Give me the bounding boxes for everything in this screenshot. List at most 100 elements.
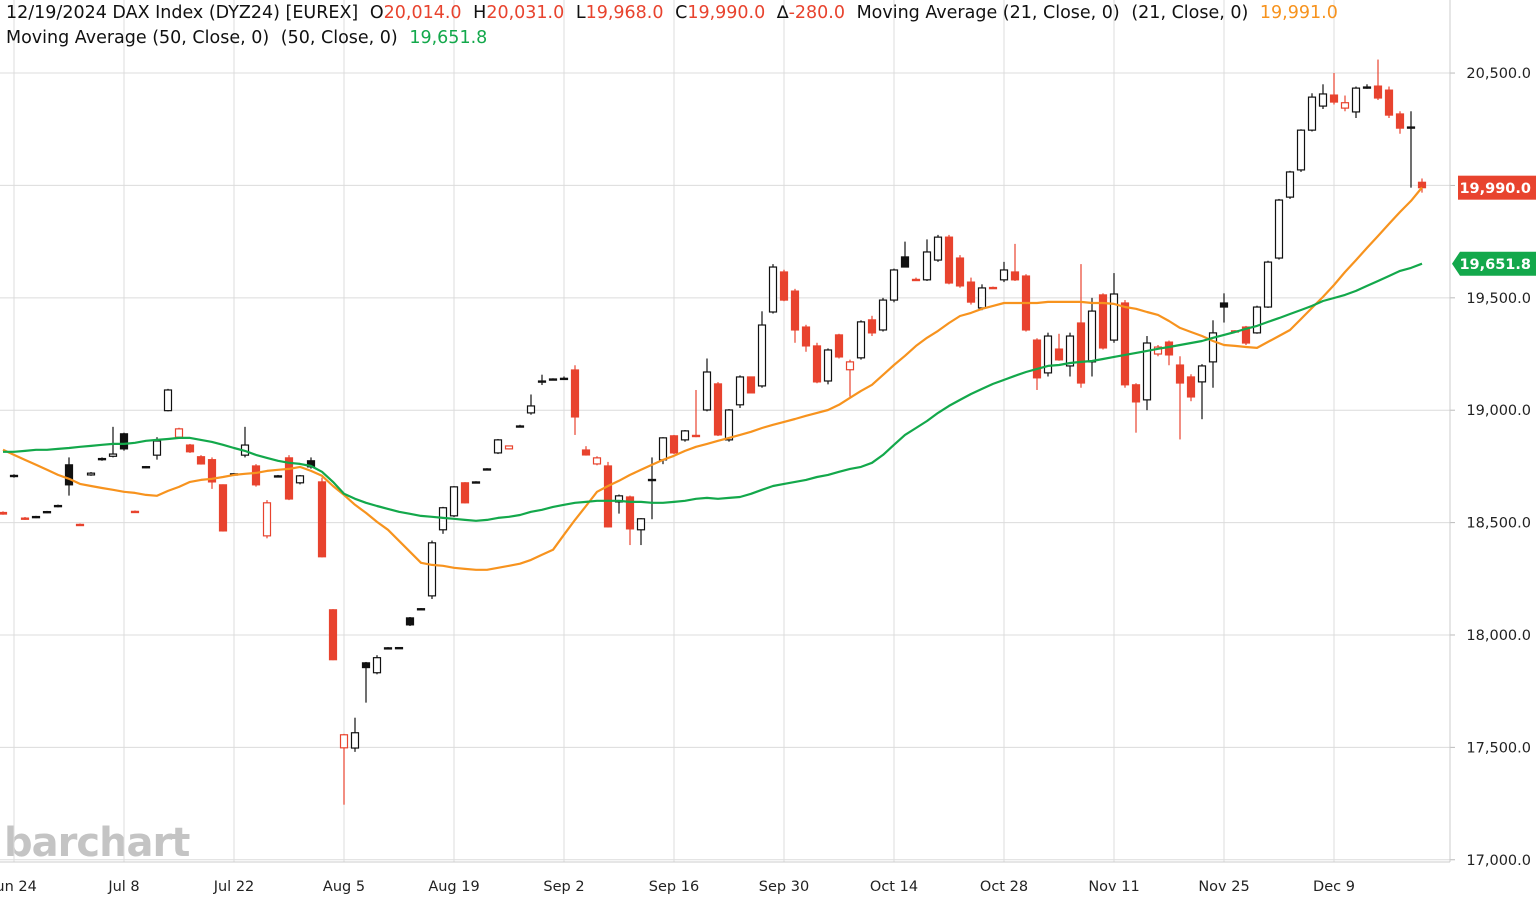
candle-body <box>515 425 525 428</box>
candle-body <box>647 478 657 482</box>
candle-body <box>1208 332 1218 363</box>
candle-body <box>1318 93 1328 107</box>
x-tick-label: Oct 14 <box>870 879 918 895</box>
candle-body <box>1362 86 1372 89</box>
x-tick-label: Nov 11 <box>1088 879 1139 895</box>
candle-body <box>141 466 151 469</box>
candle-body <box>1120 302 1130 386</box>
candle-body <box>988 286 998 290</box>
legend-params: (50, Close, 0) <box>280 28 398 48</box>
candle-body <box>625 496 635 530</box>
candle-body <box>856 321 866 359</box>
candle-body <box>1076 322 1086 384</box>
candle-body <box>1175 364 1185 384</box>
candle-body <box>724 409 734 441</box>
candle-body <box>691 434 701 438</box>
candle-body <box>361 662 371 669</box>
candle-body <box>592 457 602 465</box>
candle-body <box>460 482 470 504</box>
candle-body <box>273 475 283 478</box>
candle-body <box>1296 129 1306 171</box>
candle-body <box>1197 365 1207 383</box>
y-tick-label: 18,000.0 <box>1466 628 1531 644</box>
quote-label: ∆ <box>776 3 789 23</box>
candle-body <box>779 271 789 301</box>
candle-body <box>823 349 833 382</box>
candle-body <box>482 468 492 471</box>
candle-body <box>1384 89 1394 116</box>
candle-body <box>1285 171 1295 198</box>
candle-body <box>1142 342 1152 401</box>
candle-body <box>339 734 349 749</box>
candle-body <box>977 287 987 309</box>
candle-body <box>20 517 30 520</box>
x-tick-label: Jul 22 <box>213 879 255 895</box>
header-line-2: Moving Average (50, Close, 0) (50, Close… <box>6 28 487 48</box>
quote-label: C <box>675 3 688 23</box>
candle-body <box>185 444 195 453</box>
candle-body <box>97 457 107 461</box>
candle-body <box>757 324 767 387</box>
candle-body <box>636 518 646 531</box>
candle-body <box>1340 102 1350 109</box>
header-line-1: 12/19/2024 DAX Index (DYZ24) [EUREX] O20… <box>6 3 1338 23</box>
candle-body <box>746 376 756 394</box>
last-price-badge-bg <box>1458 175 1536 200</box>
candle-body <box>845 361 855 371</box>
y-tick-label: 17,500.0 <box>1466 740 1531 756</box>
candle-body <box>174 428 184 438</box>
candle-body <box>889 269 899 301</box>
x-tick-label: Nov 25 <box>1198 879 1249 895</box>
candle-body <box>1032 339 1042 379</box>
candle-body <box>1263 261 1273 308</box>
candle-body <box>878 299 888 331</box>
candle-body <box>1373 85 1383 99</box>
legend-value: 19,651.8 <box>409 28 488 48</box>
x-tick-label: Jul 8 <box>107 879 139 895</box>
candle-body <box>119 433 129 450</box>
candle-body <box>207 459 217 483</box>
candle-body <box>1131 384 1141 403</box>
candle-body <box>0 511 8 515</box>
candle-body <box>1395 113 1405 129</box>
candle-body <box>1307 96 1317 131</box>
candle-body <box>64 464 74 486</box>
candle-body <box>42 510 52 514</box>
x-tick-label: Aug 19 <box>428 879 479 895</box>
ma-badge: 19,651.8 <box>1459 257 1531 273</box>
ma-badge-bg <box>1452 251 1536 276</box>
candle-body <box>1274 199 1284 259</box>
quote-label: L <box>575 3 586 23</box>
candle-body <box>108 453 118 457</box>
last-price-badge: 19,990.0 <box>1459 181 1531 197</box>
y-tick-label: 19,000.0 <box>1466 403 1531 419</box>
candle-body <box>262 502 272 537</box>
candle-body <box>416 608 426 611</box>
candle-body <box>284 457 294 500</box>
x-tick-label: Sep 2 <box>543 879 584 895</box>
candle-body <box>548 378 558 381</box>
candle-body <box>581 449 591 456</box>
candle-body <box>911 278 921 282</box>
candle-body <box>801 326 811 347</box>
candle-body <box>295 475 305 484</box>
x-tick-label: Sep 16 <box>649 879 699 895</box>
candle-body <box>867 319 877 334</box>
candle-body <box>559 377 569 381</box>
x-tick-label: Jun 24 <box>0 879 37 895</box>
candle-body <box>383 647 393 650</box>
candle-body <box>900 256 910 268</box>
candle-body <box>1054 348 1064 361</box>
candle-body <box>680 430 690 441</box>
candle-body <box>1043 335 1053 374</box>
quote-value: 19,990.0 <box>687 3 766 23</box>
ma-line <box>3 262 1423 522</box>
candle-body <box>955 257 965 287</box>
candle-body <box>251 465 261 486</box>
legend-name: Moving Average (21, Close, 0) <box>856 3 1120 23</box>
candle-body <box>405 617 415 626</box>
candle-body <box>394 646 404 650</box>
candle-body <box>1087 310 1097 363</box>
quote-value: -280.0 <box>788 3 845 23</box>
legend-value: 19,991.0 <box>1259 3 1338 23</box>
